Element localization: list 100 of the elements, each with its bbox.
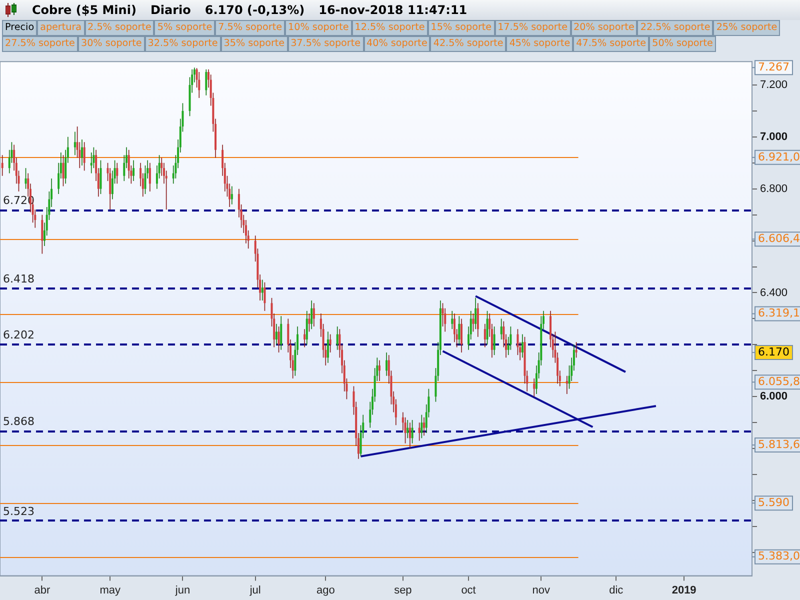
text: 47.5% soporte (573, 36, 650, 52)
text: 32.5% soporte (144, 36, 221, 52)
text: 42.5% soporte (430, 36, 506, 52)
x-tick-label: jun (174, 584, 190, 596)
candlestick (484, 323, 486, 348)
candlestick (566, 375, 568, 394)
ref-line-label: 6.319,1 (758, 306, 800, 320)
candlestick (205, 68, 208, 96)
x-tick-label: nov (532, 584, 551, 596)
ref-line-label: 5.523 (3, 504, 34, 518)
candlestick (575, 342, 578, 358)
x-tick-label: may (100, 584, 121, 596)
ref-line-label: 5.383,0 (758, 550, 800, 563)
candlestick (420, 414, 423, 439)
candlestick (472, 313, 474, 332)
ref-line-label: 6.055,8 (758, 374, 800, 388)
candlestick (230, 186, 233, 205)
y-tick-label: 6.000 (760, 390, 788, 403)
candlestick (275, 323, 278, 346)
text: 30% soporte (78, 36, 145, 52)
candlestick (474, 298, 477, 330)
candlestick (411, 420, 414, 444)
candlestick (310, 300, 313, 330)
candlestick (336, 326, 338, 350)
candlestick (148, 162, 151, 192)
text: apertura (37, 20, 85, 36)
candlestick (533, 378, 536, 398)
text: 17.5% soporte (494, 20, 571, 36)
text: 2.5% soporte (84, 20, 154, 36)
candlestick (458, 316, 460, 346)
text: 20% soporte (570, 20, 638, 36)
text: 40% soporte (364, 36, 430, 52)
text: 22.5% soporte (637, 20, 714, 36)
ref-line-label: 6.418 (3, 272, 34, 286)
text: Precio (2, 20, 38, 36)
candlestick (460, 318, 463, 353)
text: 5% soporte (154, 20, 216, 36)
ref-line-label: 6.921,0 (758, 150, 800, 164)
ref-line-label: 5.813,6 (758, 438, 800, 451)
candlestick (308, 313, 310, 332)
candlestick (304, 328, 306, 348)
text: 37.5% soporte (288, 36, 364, 52)
text: 12.5% soporte (352, 20, 428, 36)
candlestick (486, 310, 488, 346)
candlestick (312, 302, 315, 327)
candlestick (418, 422, 420, 442)
x-tick-label: jul (248, 584, 261, 596)
text: 16-nov-2018 11:47:11 (318, 3, 468, 17)
candlestick (24, 168, 27, 190)
candlestick (100, 160, 102, 194)
candlestick (62, 154, 64, 187)
chart-title: Cobre ($5 Mini) (32, 3, 136, 17)
candlestick (261, 279, 264, 301)
candlestick (521, 334, 524, 358)
candlestick (83, 142, 86, 172)
y-tick-label: 7.000 (760, 130, 788, 143)
candlestick (278, 326, 280, 353)
candlestick (80, 139, 83, 166)
text: 45% soporte (506, 36, 574, 52)
text: 7.267 (758, 60, 790, 74)
x-tick-label: abr (34, 584, 50, 596)
candlestick (408, 422, 411, 449)
y-tick-label: 7.200 (760, 79, 788, 92)
candlestick (74, 131, 76, 156)
text: 50% soporte (649, 36, 716, 52)
x-tick-label: dic (609, 584, 624, 596)
candlestick (1, 154, 4, 176)
candlestick (386, 352, 388, 376)
y-tick-label: 6.400 (760, 286, 788, 299)
candlestick (132, 160, 135, 182)
candlestick (280, 316, 282, 350)
y-tick-label: 6.800 (760, 182, 788, 195)
candlestick (476, 302, 479, 338)
chart-subtitle: Diario (150, 3, 191, 17)
text: 6.170 (-0,13%) (204, 3, 305, 17)
candlestick (329, 334, 332, 353)
candlestick (451, 310, 454, 330)
candlestick (326, 331, 329, 364)
x-tick-label: 2019 (672, 584, 696, 596)
ref-line-label: 6.202 (3, 328, 34, 342)
text: 35% soporte (220, 36, 288, 52)
ref-line-label: 6.606,4 (758, 232, 800, 245)
candlestick (116, 162, 118, 184)
text: 6.170 (758, 345, 790, 358)
candlestick (406, 420, 409, 439)
candlestick (500, 318, 502, 340)
text: 25% soporte (713, 20, 780, 36)
candlestick (41, 214, 44, 254)
ref-line-label: 5.590 (758, 496, 790, 509)
text: 10% soporte (284, 20, 352, 36)
candlestick (306, 310, 308, 346)
candlestick (378, 360, 381, 382)
x-tick-label: ago (316, 584, 335, 596)
text: 7.5% soporte (215, 20, 285, 36)
candlestick (493, 326, 496, 356)
text: 15% soporte (428, 20, 495, 36)
candlestick (264, 282, 266, 312)
x-tick-label: oct (461, 584, 476, 596)
candlestick (423, 416, 426, 436)
ref-line-label: 5.868 (3, 415, 34, 428)
